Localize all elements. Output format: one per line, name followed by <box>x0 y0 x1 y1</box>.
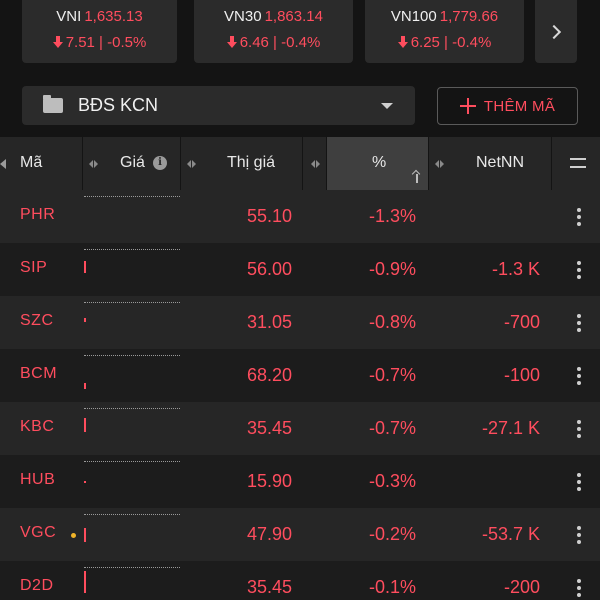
net-foreign: -100 <box>503 365 540 385</box>
watchlist-table: Mã Giá i Thị giá % NetNN <box>0 137 600 600</box>
symbol[interactable]: VGC <box>20 524 57 541</box>
table-row[interactable]: KBC 35.45 -0.7% -27.1 K <box>0 402 600 455</box>
market-price: 56.00 <box>246 259 292 279</box>
add-symbol-button[interactable]: THÊM MÃ <box>437 87 578 125</box>
symbol[interactable]: KBC <box>20 418 55 435</box>
net-foreign: -27.1 K <box>481 418 540 438</box>
percent-change: -0.8% <box>368 312 416 332</box>
symbol[interactable]: PHR <box>20 206 56 223</box>
mini-chart <box>84 455 180 508</box>
kebab-icon[interactable] <box>577 579 581 597</box>
column-resize-handle[interactable] <box>303 137 327 190</box>
table-row[interactable]: VGC 47.90 -0.2% -53.7 K <box>0 508 600 561</box>
index-name: VN30 <box>224 8 262 25</box>
mini-chart <box>84 561 180 600</box>
kebab-icon[interactable] <box>577 261 581 279</box>
column-header-price[interactable]: Giá i <box>83 137 181 190</box>
net-foreign: -700 <box>503 312 540 332</box>
index-change: 7.51 | -0.5% <box>65 34 147 51</box>
mini-chart <box>84 402 180 455</box>
index-card-vni[interactable]: VNI 1,635.13 7.51 | -0.5% <box>22 0 177 63</box>
watchlist-dropdown[interactable]: BĐS KCN <box>22 86 415 125</box>
kebab-icon[interactable] <box>577 526 581 544</box>
percent-change: -1.3% <box>368 206 416 226</box>
market-price: 35.45 <box>246 577 292 597</box>
index-card-vn100[interactable]: VN100 1,779.66 6.25 | -0.4% <box>365 0 524 63</box>
symbol[interactable]: HUB <box>20 471 56 488</box>
symbol[interactable]: BCM <box>20 365 58 382</box>
index-bar: VNI 1,635.13 7.51 | -0.5% VN30 1,863.14 6.… <box>0 0 600 64</box>
table-header: Mã Giá i Thị giá % NetNN <box>0 137 600 190</box>
index-change: 6.25 | -0.4% <box>410 34 492 51</box>
mini-chart <box>84 349 180 402</box>
mini-chart <box>84 243 180 296</box>
column-header-net-foreign[interactable]: NetNN <box>429 137 552 190</box>
menu-icon[interactable] <box>570 158 586 168</box>
arrow-down-icon <box>226 36 237 48</box>
net-foreign: -200 <box>503 577 540 597</box>
mini-chart <box>84 508 180 561</box>
percent-change: -0.9% <box>368 259 416 279</box>
column-header-market-price[interactable]: Thị giá <box>181 137 303 190</box>
sort-icon <box>89 160 98 168</box>
table-row[interactable]: D2D 35.45 -0.1% -200 <box>0 561 600 600</box>
market-price: 47.90 <box>246 524 292 544</box>
chevron-right-icon <box>546 24 562 39</box>
symbol[interactable]: SIP <box>20 259 48 276</box>
kebab-icon[interactable] <box>577 208 581 226</box>
table-row[interactable]: SZC 31.05 -0.8% -700 <box>0 296 600 349</box>
column-header-symbol[interactable]: Mã <box>0 137 83 190</box>
sort-icon <box>187 160 196 168</box>
table-row[interactable]: SIP 56.00 -0.9% -1.3 K <box>0 243 600 296</box>
table-row[interactable]: HUB 15.90 -0.3% <box>0 455 600 508</box>
index-value: 1,635.13 <box>84 8 143 25</box>
index-name: VNI <box>56 8 82 25</box>
kebab-icon[interactable] <box>577 420 581 438</box>
net-foreign: -53.7 K <box>481 524 540 544</box>
column-header-percent[interactable]: % <box>327 137 429 190</box>
market-price: 31.05 <box>246 312 292 332</box>
sort-icon <box>311 160 320 168</box>
mini-chart <box>84 190 180 243</box>
table-row[interactable]: PHR 55.10 -1.3% <box>0 190 600 243</box>
add-symbol-label: THÊM MÃ <box>483 97 556 115</box>
percent-change: -0.1% <box>368 577 416 597</box>
sort-ascending-icon <box>412 171 422 183</box>
percent-change: -0.3% <box>368 471 416 491</box>
symbol[interactable]: D2D <box>20 577 54 594</box>
arrow-down-icon <box>397 36 408 48</box>
arrow-down-icon <box>52 36 63 48</box>
market-price: 68.20 <box>246 365 292 385</box>
percent-change: -0.7% <box>368 418 416 438</box>
plus-icon <box>459 98 476 114</box>
market-price: 55.10 <box>246 206 292 226</box>
market-price: 15.90 <box>246 471 292 491</box>
mini-chart <box>84 296 180 349</box>
percent-change: -0.7% <box>368 365 416 385</box>
kebab-icon[interactable] <box>577 473 581 491</box>
table-body: PHR 55.10 -1.3% SIP 56.00 -0.9% -1.3 K SZC 31.05… <box>0 190 600 600</box>
index-value: 1,779.66 <box>439 8 499 25</box>
sort-icon <box>435 160 444 168</box>
percent-change: -0.2% <box>368 524 416 544</box>
net-foreign: -1.3 K <box>491 259 540 279</box>
market-price: 35.45 <box>246 418 292 438</box>
kebab-icon[interactable] <box>577 314 581 332</box>
sort-icon <box>0 159 6 169</box>
ceiling-dot-icon <box>71 533 76 538</box>
watchlist-name: BĐS KCN <box>78 95 159 115</box>
info-icon[interactable]: i <box>153 156 167 170</box>
symbol[interactable]: SZC <box>20 312 54 329</box>
folder-icon <box>43 95 63 113</box>
table-row[interactable]: BCM 68.20 -0.7% -100 <box>0 349 600 402</box>
index-change: 6.46 | -0.4% <box>239 34 321 51</box>
index-name: VN100 <box>390 8 437 25</box>
next-indices-button[interactable] <box>535 0 577 63</box>
index-card-vn30[interactable]: VN30 1,863.14 6.46 | -0.4% <box>194 0 353 63</box>
kebab-icon[interactable] <box>577 367 581 385</box>
index-value: 1,863.14 <box>264 8 323 25</box>
caret-down-icon <box>381 103 393 109</box>
